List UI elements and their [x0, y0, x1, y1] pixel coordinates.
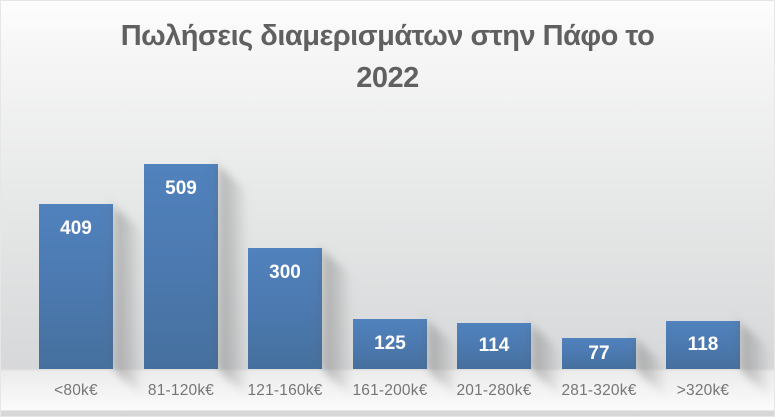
- bar-201-280k€: 114: [457, 323, 531, 369]
- bar-value-label: 118: [687, 334, 719, 355]
- category-label: 201-280k€: [456, 382, 532, 399]
- category-label: 81-120k€: [147, 382, 215, 399]
- bar-value-label: 114: [478, 335, 510, 356]
- bar-281-320k€: 77: [562, 338, 636, 369]
- category-label: >320k€: [676, 382, 730, 399]
- bar-value-label: 300: [269, 262, 301, 283]
- category-label: 121-160k€: [247, 382, 323, 399]
- bar-value-label: 509: [165, 178, 197, 199]
- chart-title-line-1: Πωλήσεις διαμερισμάτων στην Πάφο το: [120, 20, 655, 52]
- chart-title: Πωλήσεις διαμερισμάτων στην Πάφο το 2022: [1, 15, 774, 99]
- bar-value-label: 125: [374, 333, 406, 354]
- bar-value-label: 77: [588, 343, 610, 364]
- bar-<80k€: 409: [39, 204, 113, 369]
- category-label: 161-200k€: [352, 382, 428, 399]
- bar-81-120k€: 509: [144, 164, 218, 369]
- bar->320k€: 118: [666, 321, 740, 369]
- category-label: 281-320k€: [561, 382, 637, 399]
- category-label: <80k€: [54, 382, 98, 399]
- bar-161-200k€: 125: [353, 319, 427, 369]
- bar-value-label: 409: [60, 218, 92, 239]
- bar-121-160k€: 300: [248, 248, 322, 369]
- chart-title-line-2: 2022: [356, 62, 419, 94]
